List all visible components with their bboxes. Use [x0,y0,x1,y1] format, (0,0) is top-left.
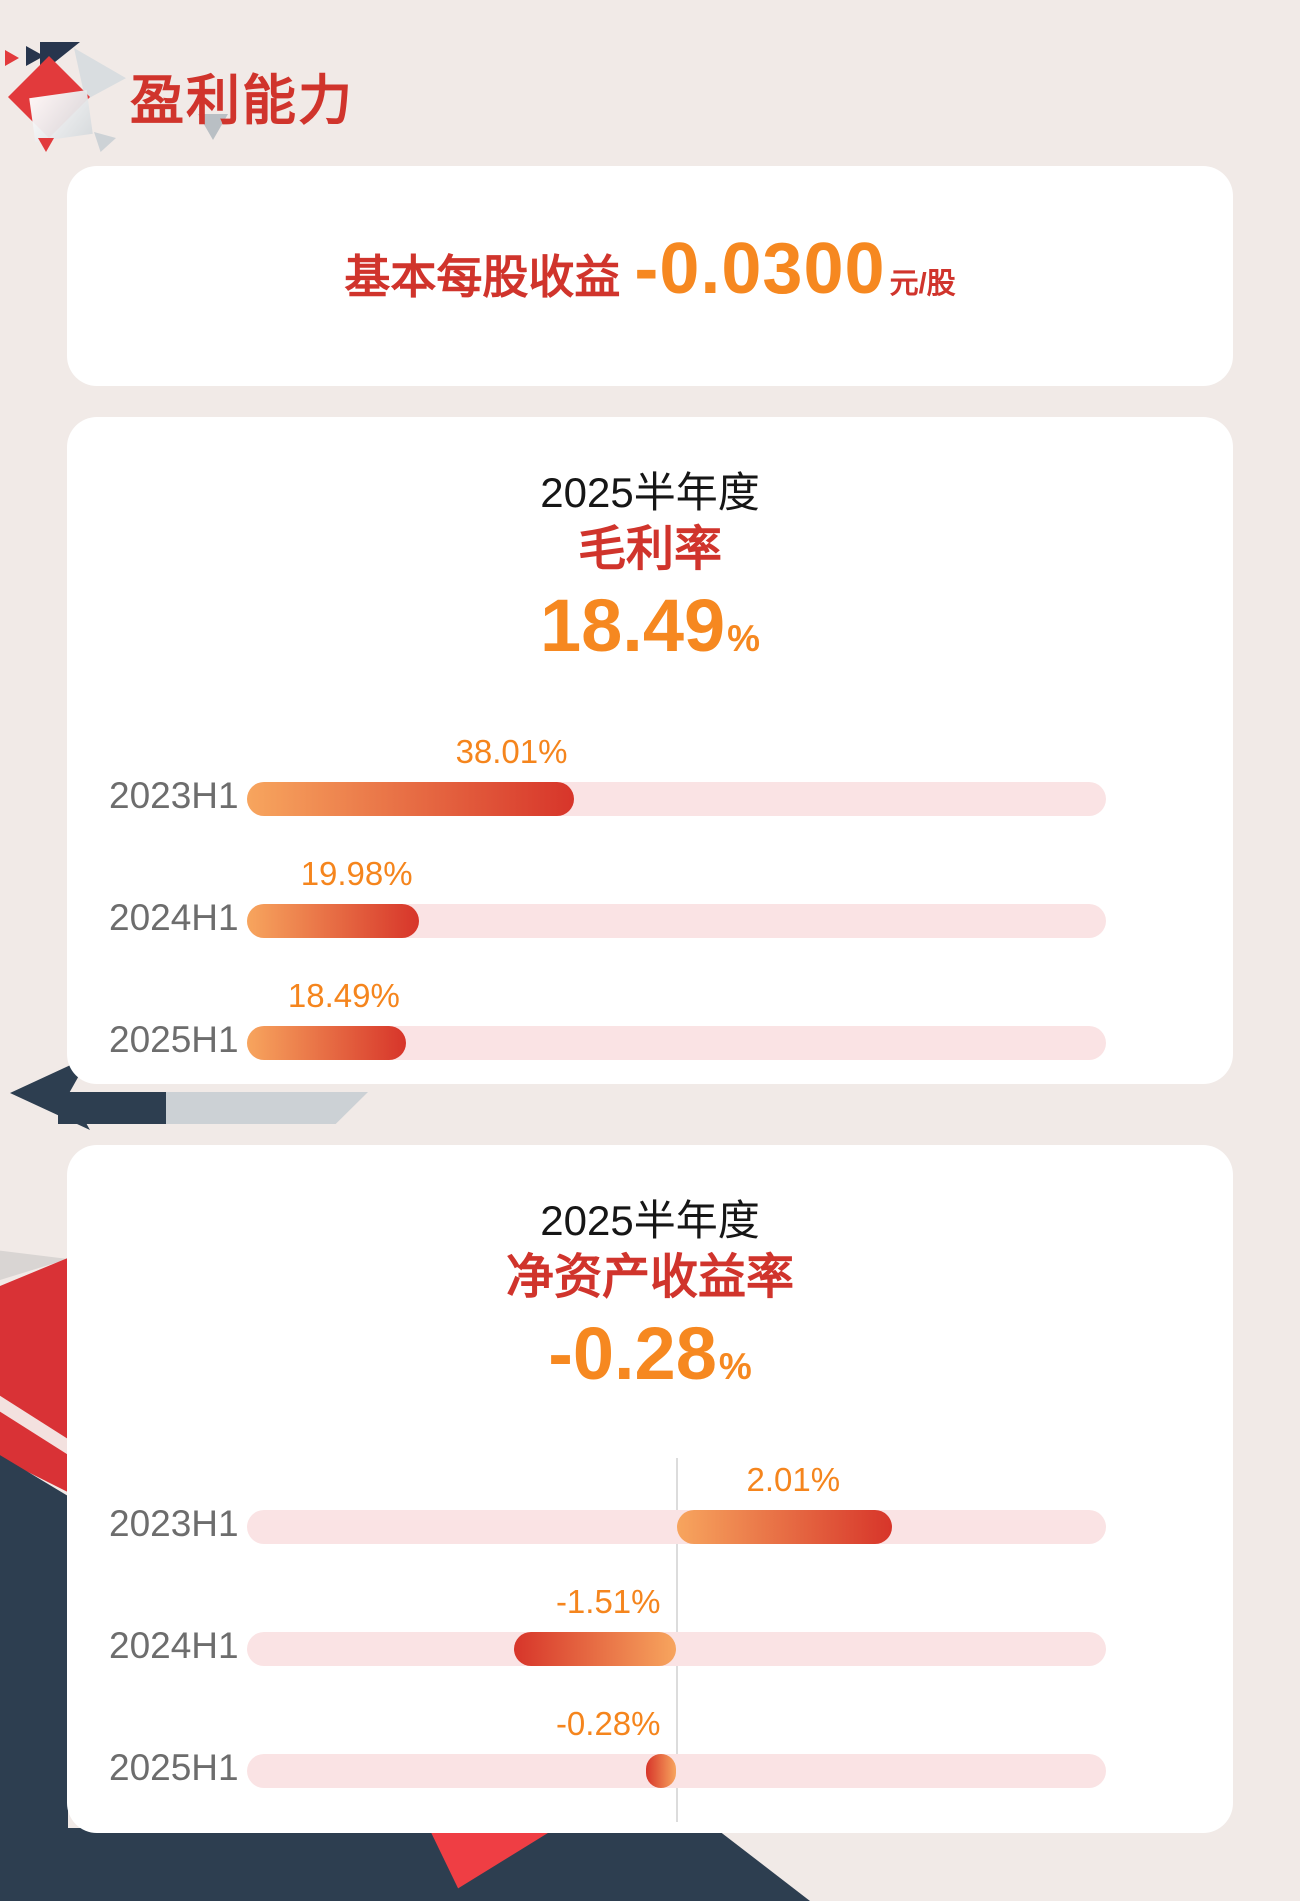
bar-fill [514,1632,677,1666]
category-label: 2025H1 [109,1019,239,1060]
eps-label: 基本每股收益 [344,251,621,303]
red-block-decoration [0,1257,68,1493]
bar-track [247,1632,1106,1666]
bar-track [247,1754,1106,1788]
bar-track-wrap: 2.01% [247,1462,1106,1544]
eps-value: -0.0300 [634,229,886,309]
bar-value-label: -1.51% [555,1583,661,1620]
bar-row: 2025H1 18.49% [67,938,1233,1060]
category-label: 2023H1 [109,775,239,816]
margin-bar-chart: 2023H1 38.01% 2024H1 19.98% 2025H1 18.49% [67,694,1233,1060]
bar-row: 2024H1 -1.51% [67,1544,1233,1666]
bar-fill [646,1754,677,1788]
chart-metric: 毛利率 [577,523,722,576]
category-label: 2024H1 [109,897,239,938]
chart-metric: 净资产收益率 [505,1251,794,1304]
triangle-icon [5,50,19,66]
bar-value-label: 2.01% [746,1461,841,1498]
bar-row: 2023H1 2.01% [67,1422,1233,1544]
bar-row: 2025H1 -0.28% [67,1666,1233,1788]
category-label: 2025H1 [109,1747,239,1788]
chart-headline: -0.28% [67,1315,1233,1414]
bar-track-wrap: 38.01% [247,734,1106,816]
gray-band-decoration [166,1092,368,1124]
navy-column-decoration [0,1455,68,1901]
chart-headline: 18.49% [67,587,1233,686]
headline-unit: % [727,618,761,659]
eps-line: 基本每股收益 -0.0300 元/股 [344,228,955,310]
bar-track-wrap: 18.49% [247,978,1106,1060]
bar-row: 2023H1 38.01% [67,694,1233,816]
headline-unit: % [718,1346,752,1387]
bar-track-wrap: -1.51% [247,1584,1106,1666]
bar-row: 2024H1 19.98% [67,816,1233,938]
gross-margin-card: 2025半年度 毛利率 18.49% 2023H1 38.01% 2024H1 19.… [67,417,1233,1084]
headline-value: 18.49 [539,584,726,667]
bar-fill [247,904,419,938]
roe-card: 2025半年度 净资产收益率 -0.28% 2023H1 2.01% 2024H1 -… [67,1145,1233,1833]
page-title: 盈利能力 [130,71,354,131]
category-label: 2024H1 [109,1625,239,1666]
triangle-icon [38,138,54,152]
bar-value-label: 38.01% [455,733,568,770]
bar-track-wrap: 19.98% [247,856,1106,938]
chart-period: 2025半年度 [540,469,760,516]
bar-fill [676,1510,893,1544]
navy-band-decoration [58,1092,166,1124]
bar-value-label: -0.28% [555,1705,661,1742]
square-icon [29,90,93,142]
category-label: 2023H1 [109,1503,239,1544]
headline-value: -0.28 [548,1312,717,1395]
bar-fill [247,782,574,816]
chart-period: 2025半年度 [540,1197,760,1244]
triangle-icon [94,132,116,152]
bar-fill [247,1026,406,1060]
bar-track-wrap: -0.28% [247,1706,1106,1788]
roe-bar-chart: 2023H1 2.01% 2024H1 -1.51% 2025H1 -0.28% [67,1422,1233,1822]
bar-value-label: 19.98% [300,855,413,892]
navy-bottom-decoration [0,1828,810,1901]
bar-value-label: 18.49% [287,977,400,1014]
header-decoration-cluster [0,30,340,180]
eps-card: 基本每股收益 -0.0300 元/股 [67,166,1233,386]
eps-unit: 元/股 [889,268,956,300]
